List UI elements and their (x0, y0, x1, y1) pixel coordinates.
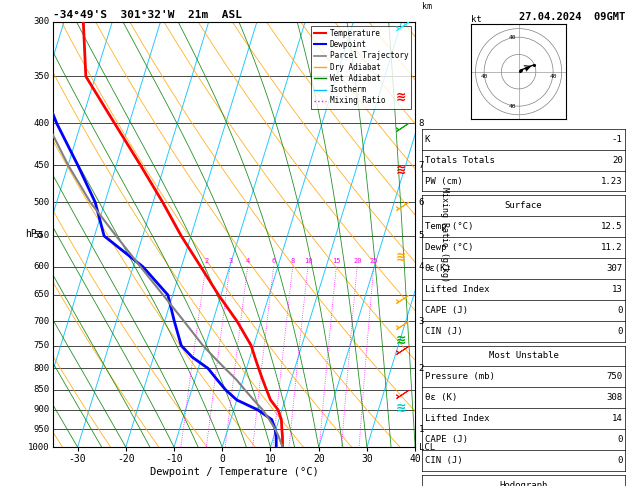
Text: 13: 13 (612, 285, 623, 294)
Text: PW (cm): PW (cm) (425, 176, 462, 186)
Text: CIN (J): CIN (J) (425, 327, 462, 336)
Text: CAPE (J): CAPE (J) (425, 435, 467, 444)
Text: 20: 20 (353, 258, 362, 264)
Text: 15: 15 (332, 258, 341, 264)
Text: 40: 40 (481, 74, 488, 79)
X-axis label: Dewpoint / Temperature (°C): Dewpoint / Temperature (°C) (150, 467, 319, 477)
Text: 0: 0 (617, 327, 623, 336)
Text: Surface: Surface (505, 201, 542, 210)
Text: 20: 20 (612, 156, 623, 165)
Text: 2: 2 (204, 258, 208, 264)
Text: 3: 3 (228, 258, 233, 264)
Text: ≋: ≋ (396, 164, 406, 176)
Text: 0: 0 (617, 456, 623, 465)
Text: 7: 7 (419, 160, 424, 170)
Text: 0: 0 (617, 306, 623, 315)
Text: 500: 500 (34, 198, 50, 207)
Text: 450: 450 (34, 160, 50, 170)
Text: Pressure (mb): Pressure (mb) (425, 372, 494, 382)
Legend: Temperature, Dewpoint, Parcel Trajectory, Dry Adiabat, Wet Adiabat, Isotherm, Mi: Temperature, Dewpoint, Parcel Trajectory… (311, 26, 411, 108)
Text: Hodograph: Hodograph (499, 481, 548, 486)
Text: 800: 800 (34, 364, 50, 373)
Text: 1000: 1000 (28, 443, 50, 451)
Text: 750: 750 (606, 372, 623, 382)
Text: Dewp (°C): Dewp (°C) (425, 243, 473, 252)
Text: Lifted Index: Lifted Index (425, 414, 489, 423)
Text: 40: 40 (549, 74, 557, 79)
Text: 3: 3 (419, 317, 424, 326)
Text: 650: 650 (34, 291, 50, 299)
Text: θε (K): θε (K) (425, 393, 457, 402)
Text: 40: 40 (508, 35, 516, 40)
Text: 600: 600 (34, 262, 50, 271)
Text: 12.5: 12.5 (601, 222, 623, 231)
Text: 700: 700 (34, 317, 50, 326)
Text: Temp (°C): Temp (°C) (425, 222, 473, 231)
Text: 850: 850 (34, 385, 50, 394)
Text: CIN (J): CIN (J) (425, 456, 462, 465)
Text: CAPE (J): CAPE (J) (425, 306, 467, 315)
Text: ≋: ≋ (396, 91, 406, 104)
Text: 1.23: 1.23 (601, 176, 623, 186)
Text: 308: 308 (606, 393, 623, 402)
Text: 4: 4 (419, 262, 424, 271)
Text: 400: 400 (34, 119, 50, 128)
Text: kt: kt (471, 15, 482, 24)
Text: 14: 14 (612, 414, 623, 423)
Text: 11.2: 11.2 (601, 243, 623, 252)
Text: 350: 350 (34, 72, 50, 81)
Text: Totals Totals: Totals Totals (425, 156, 494, 165)
Text: 6: 6 (272, 258, 276, 264)
Text: 2: 2 (419, 364, 424, 373)
Text: Most Unstable: Most Unstable (489, 351, 559, 361)
Text: -34°49'S  301°32'W  21m  ASL: -34°49'S 301°32'W 21m ASL (53, 10, 242, 20)
Text: 4: 4 (246, 258, 250, 264)
Text: 8: 8 (419, 119, 424, 128)
Text: ≋: ≋ (396, 334, 406, 347)
Text: 27.04.2024  09GMT (Base: 06): 27.04.2024 09GMT (Base: 06) (520, 12, 629, 22)
Text: θε(K): θε(K) (425, 264, 452, 273)
Text: 750: 750 (34, 341, 50, 350)
Text: 1: 1 (419, 424, 424, 434)
Text: -1: -1 (612, 135, 623, 144)
Text: 10: 10 (304, 258, 313, 264)
Text: km: km (422, 2, 432, 11)
Text: 5: 5 (419, 231, 424, 241)
Text: 6: 6 (419, 198, 424, 207)
Text: Lifted Index: Lifted Index (425, 285, 489, 294)
Text: 550: 550 (34, 231, 50, 241)
Text: 307: 307 (606, 264, 623, 273)
Text: 950: 950 (34, 424, 50, 434)
Text: Mixing Ratio (g/kg): Mixing Ratio (g/kg) (440, 187, 448, 282)
Text: ≋: ≋ (396, 251, 406, 264)
Text: hPa: hPa (25, 229, 42, 240)
Text: 25: 25 (370, 258, 378, 264)
Text: 900: 900 (34, 405, 50, 415)
Text: 300: 300 (34, 17, 50, 26)
Text: K: K (425, 135, 430, 144)
Text: 40: 40 (508, 104, 516, 109)
Text: LCL: LCL (419, 443, 435, 451)
Text: 0: 0 (617, 435, 623, 444)
Text: 8: 8 (291, 258, 295, 264)
Text: ≋: ≋ (396, 402, 406, 415)
